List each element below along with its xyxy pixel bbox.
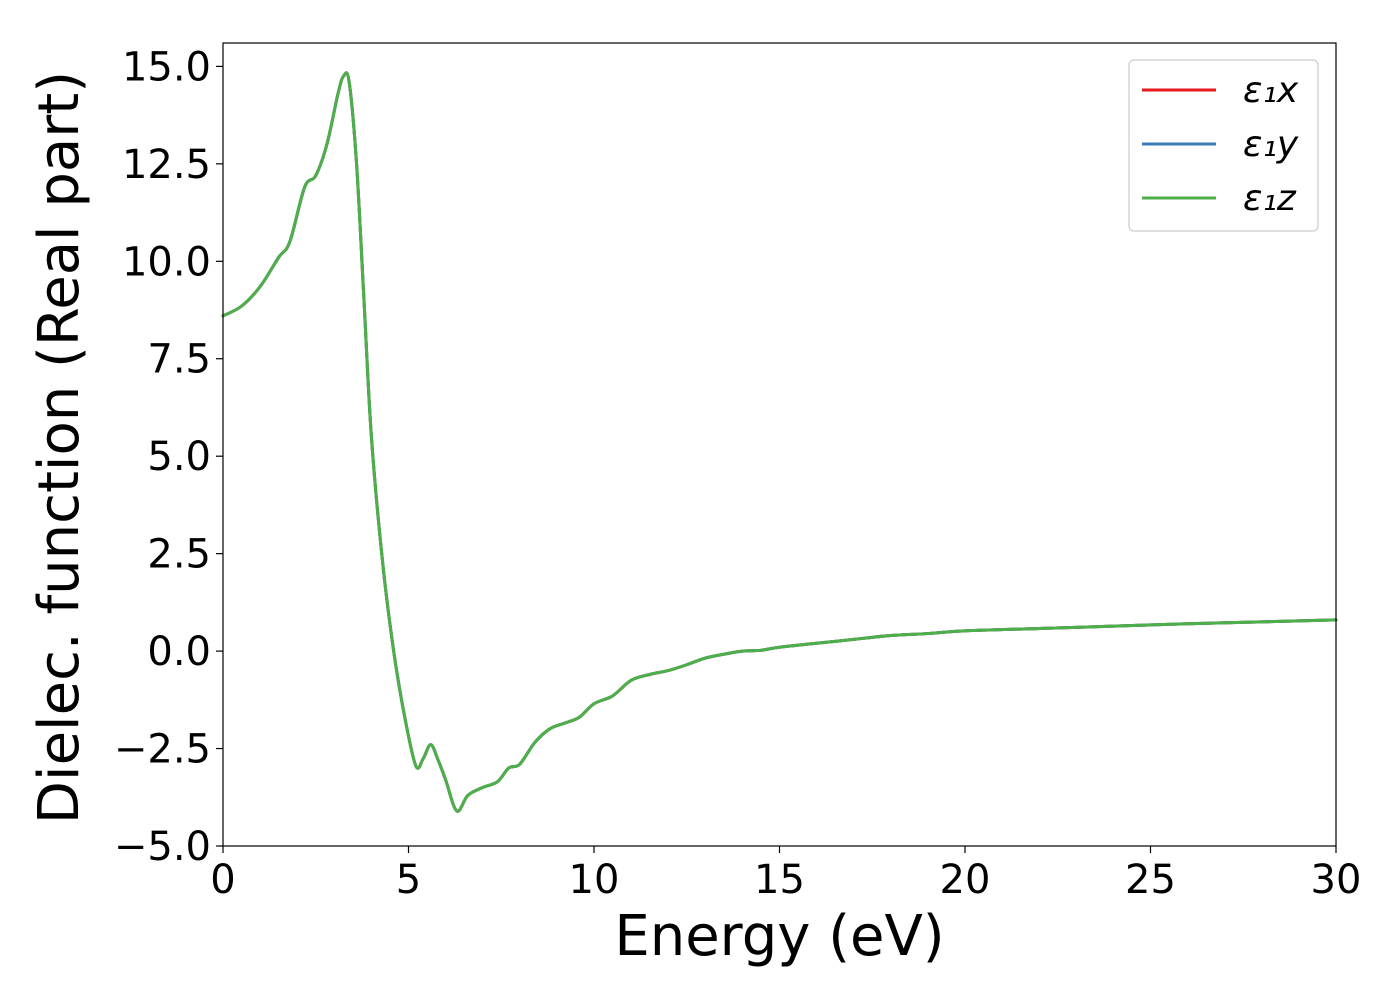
x-axis-label: Energy (eV)	[614, 904, 944, 969]
legend-label: ε₁y	[1243, 124, 1299, 165]
y-tick-label: −2.5	[114, 727, 211, 773]
y-axis: −5.0 −2.5 0.0 2.5 5.0 7.5 10.0 12.5 15.0	[114, 44, 223, 870]
y-tick-label: 7.5	[147, 337, 211, 383]
legend: ε₁x ε₁y ε₁z	[1128, 59, 1319, 232]
y-tick-label: 12.5	[122, 142, 211, 188]
y-tick-label: 5.0	[147, 434, 211, 480]
x-tick-label: 20	[940, 857, 991, 903]
x-tick-label: 25	[1125, 857, 1176, 903]
y-tick-label: −5.0	[114, 824, 211, 870]
series-line-3	[221, 71, 1338, 813]
y-axis-label: Dielec. function (Real part)	[27, 71, 92, 824]
x-axis: 0 5 10 15 20 25 30	[210, 846, 1361, 903]
x-tick-label: 5	[396, 857, 421, 903]
legend-box	[1128, 59, 1319, 232]
legend-label: ε₁z	[1243, 178, 1297, 219]
x-tick-label: 0	[210, 857, 235, 903]
legend-label: ε₁x	[1243, 70, 1299, 111]
x-tick-label: 10	[569, 857, 620, 903]
y-tick-label: 15.0	[122, 44, 211, 90]
x-tick-label: 15	[754, 857, 805, 903]
y-tick-label: 0.0	[147, 629, 211, 675]
y-tick-label: 2.5	[147, 532, 211, 578]
x-tick-label: 30	[1311, 857, 1362, 903]
series-layer	[221, 71, 1338, 813]
y-tick-label: 10.0	[122, 239, 211, 285]
